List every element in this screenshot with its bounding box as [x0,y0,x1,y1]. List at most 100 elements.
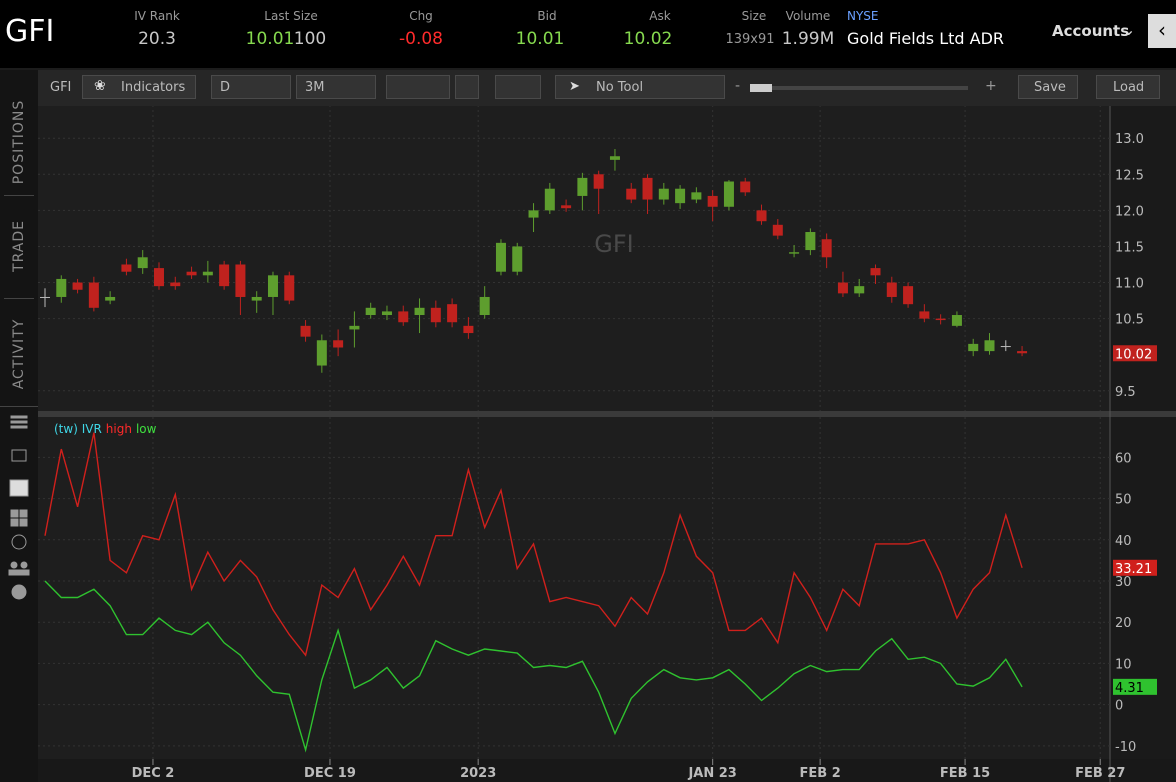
y-axis-area [1110,105,1176,759]
y-tick-label: -10 [1115,740,1136,755]
candle-body [235,264,246,297]
candle-body [1000,346,1011,348]
cursor-icon: ➤ [569,79,580,94]
company: Gold Fields Ltd ADR [847,29,1005,48]
icon-grid[interactable] [10,509,19,518]
candle-body [381,311,392,316]
candle-body [740,181,751,193]
candle-body [707,195,718,207]
candle-body [609,156,620,160]
load-button[interactable]: Load [1096,75,1160,99]
candle-body [72,282,83,290]
candle-body [463,325,474,334]
candle-body [202,271,213,276]
aggregation-dropdown[interactable]: D [211,75,291,99]
drawing-dropdown[interactable] [495,75,541,99]
toolbar: GFI Indicators ❀ D 3M No Tool ➤ - + Save… [38,70,1176,106]
candle-body [870,268,881,276]
candle-body [365,307,376,316]
candle-body [300,325,311,337]
candle-body [837,282,848,294]
field-value: 20.3 [138,29,176,49]
field-label: Volume [785,9,831,23]
candle-body [316,340,327,366]
save-button[interactable]: Save [1018,75,1078,99]
tab-positions[interactable]: POSITIONS [11,99,27,185]
candle-body [544,188,555,211]
field-value: 139x91 [725,32,775,47]
candle-body [153,268,164,287]
collapse-button[interactable]: ‹ [1148,14,1176,48]
field-value: 10.01 [515,29,565,49]
icon-clock[interactable] [11,534,27,550]
tool-dropdown[interactable]: No Tool [555,75,725,99]
watermark: GFI [594,230,633,258]
tab-activity[interactable]: ACTIVITY [11,318,27,390]
separator [0,406,38,407]
zoom-out[interactable]: - [735,78,741,94]
x-axis-area [38,759,1176,782]
icon-tv[interactable] [11,449,27,462]
y-tick-label: 9.5 [1115,385,1136,400]
x-tick-label: DEC 19 [304,766,356,781]
candle-body [219,264,230,287]
candle-body [40,296,51,298]
field-value: 10.02 [623,29,673,49]
icon-help[interactable] [11,584,27,600]
icon-list[interactable] [10,415,28,419]
accounts-menu[interactable]: Accounts [1052,22,1130,40]
zoom-in[interactable]: + [985,78,997,94]
range-dropdown[interactable]: 3M [296,75,376,99]
line-series [44,580,1023,753]
y-tick-label: 30 [1115,575,1132,590]
field-value: 1.99M [781,29,835,49]
legend-entry: high [106,422,132,436]
candle-body [577,177,588,196]
legend-entry: low [136,422,157,436]
candle-body [251,296,262,301]
candle-body [398,311,409,323]
last-value-box [1113,678,1157,695]
candle-body [951,315,962,326]
y-tick-label: 12.5 [1115,168,1144,183]
field-value: 10.01 [245,29,295,49]
candle-body [772,224,783,236]
x-tick-label: FEB 27 [1075,766,1125,781]
y-tick-label: 11.5 [1115,240,1144,255]
settings-button[interactable] [455,75,479,99]
zoom-thumb[interactable] [750,84,772,92]
pane-divider [38,411,1176,417]
y-tick-label: 40 [1115,534,1132,549]
field-label: Bid [537,9,557,23]
chevron[interactable]: ⌄ [1122,20,1136,39]
candle-body [512,246,523,272]
separator [4,298,34,299]
y-tick-label: 12.0 [1115,204,1144,219]
indicators-button[interactable]: Indicators [82,75,196,99]
exchange: NYSE [847,9,879,23]
candle-body [626,188,637,200]
zoom-track[interactable] [750,86,968,90]
candle-body [349,325,360,330]
candle-body [267,275,278,297]
candle-body [88,282,99,308]
field-label: Size [741,9,767,23]
y-tick-label: 11.0 [1115,277,1144,292]
candle-body [723,181,734,207]
x-tick-label: FEB 2 [800,766,841,781]
candle-body [935,318,946,321]
icon-people[interactable] [10,561,18,569]
candle-body [430,307,441,323]
candle-body [919,311,930,319]
candle-body [137,257,148,269]
icon-chart[interactable] [9,479,29,497]
candle-body [121,264,132,272]
tab-trade[interactable]: TRADE [11,220,27,272]
indicators-icon: ❀ [94,78,106,94]
sidebar: POSITIONS TRADE ACTIVITY [0,70,38,782]
chart-style-dropdown[interactable] [386,75,450,99]
field-label: Last Size [264,9,318,23]
y-tick-label: 10.5 [1115,313,1144,328]
